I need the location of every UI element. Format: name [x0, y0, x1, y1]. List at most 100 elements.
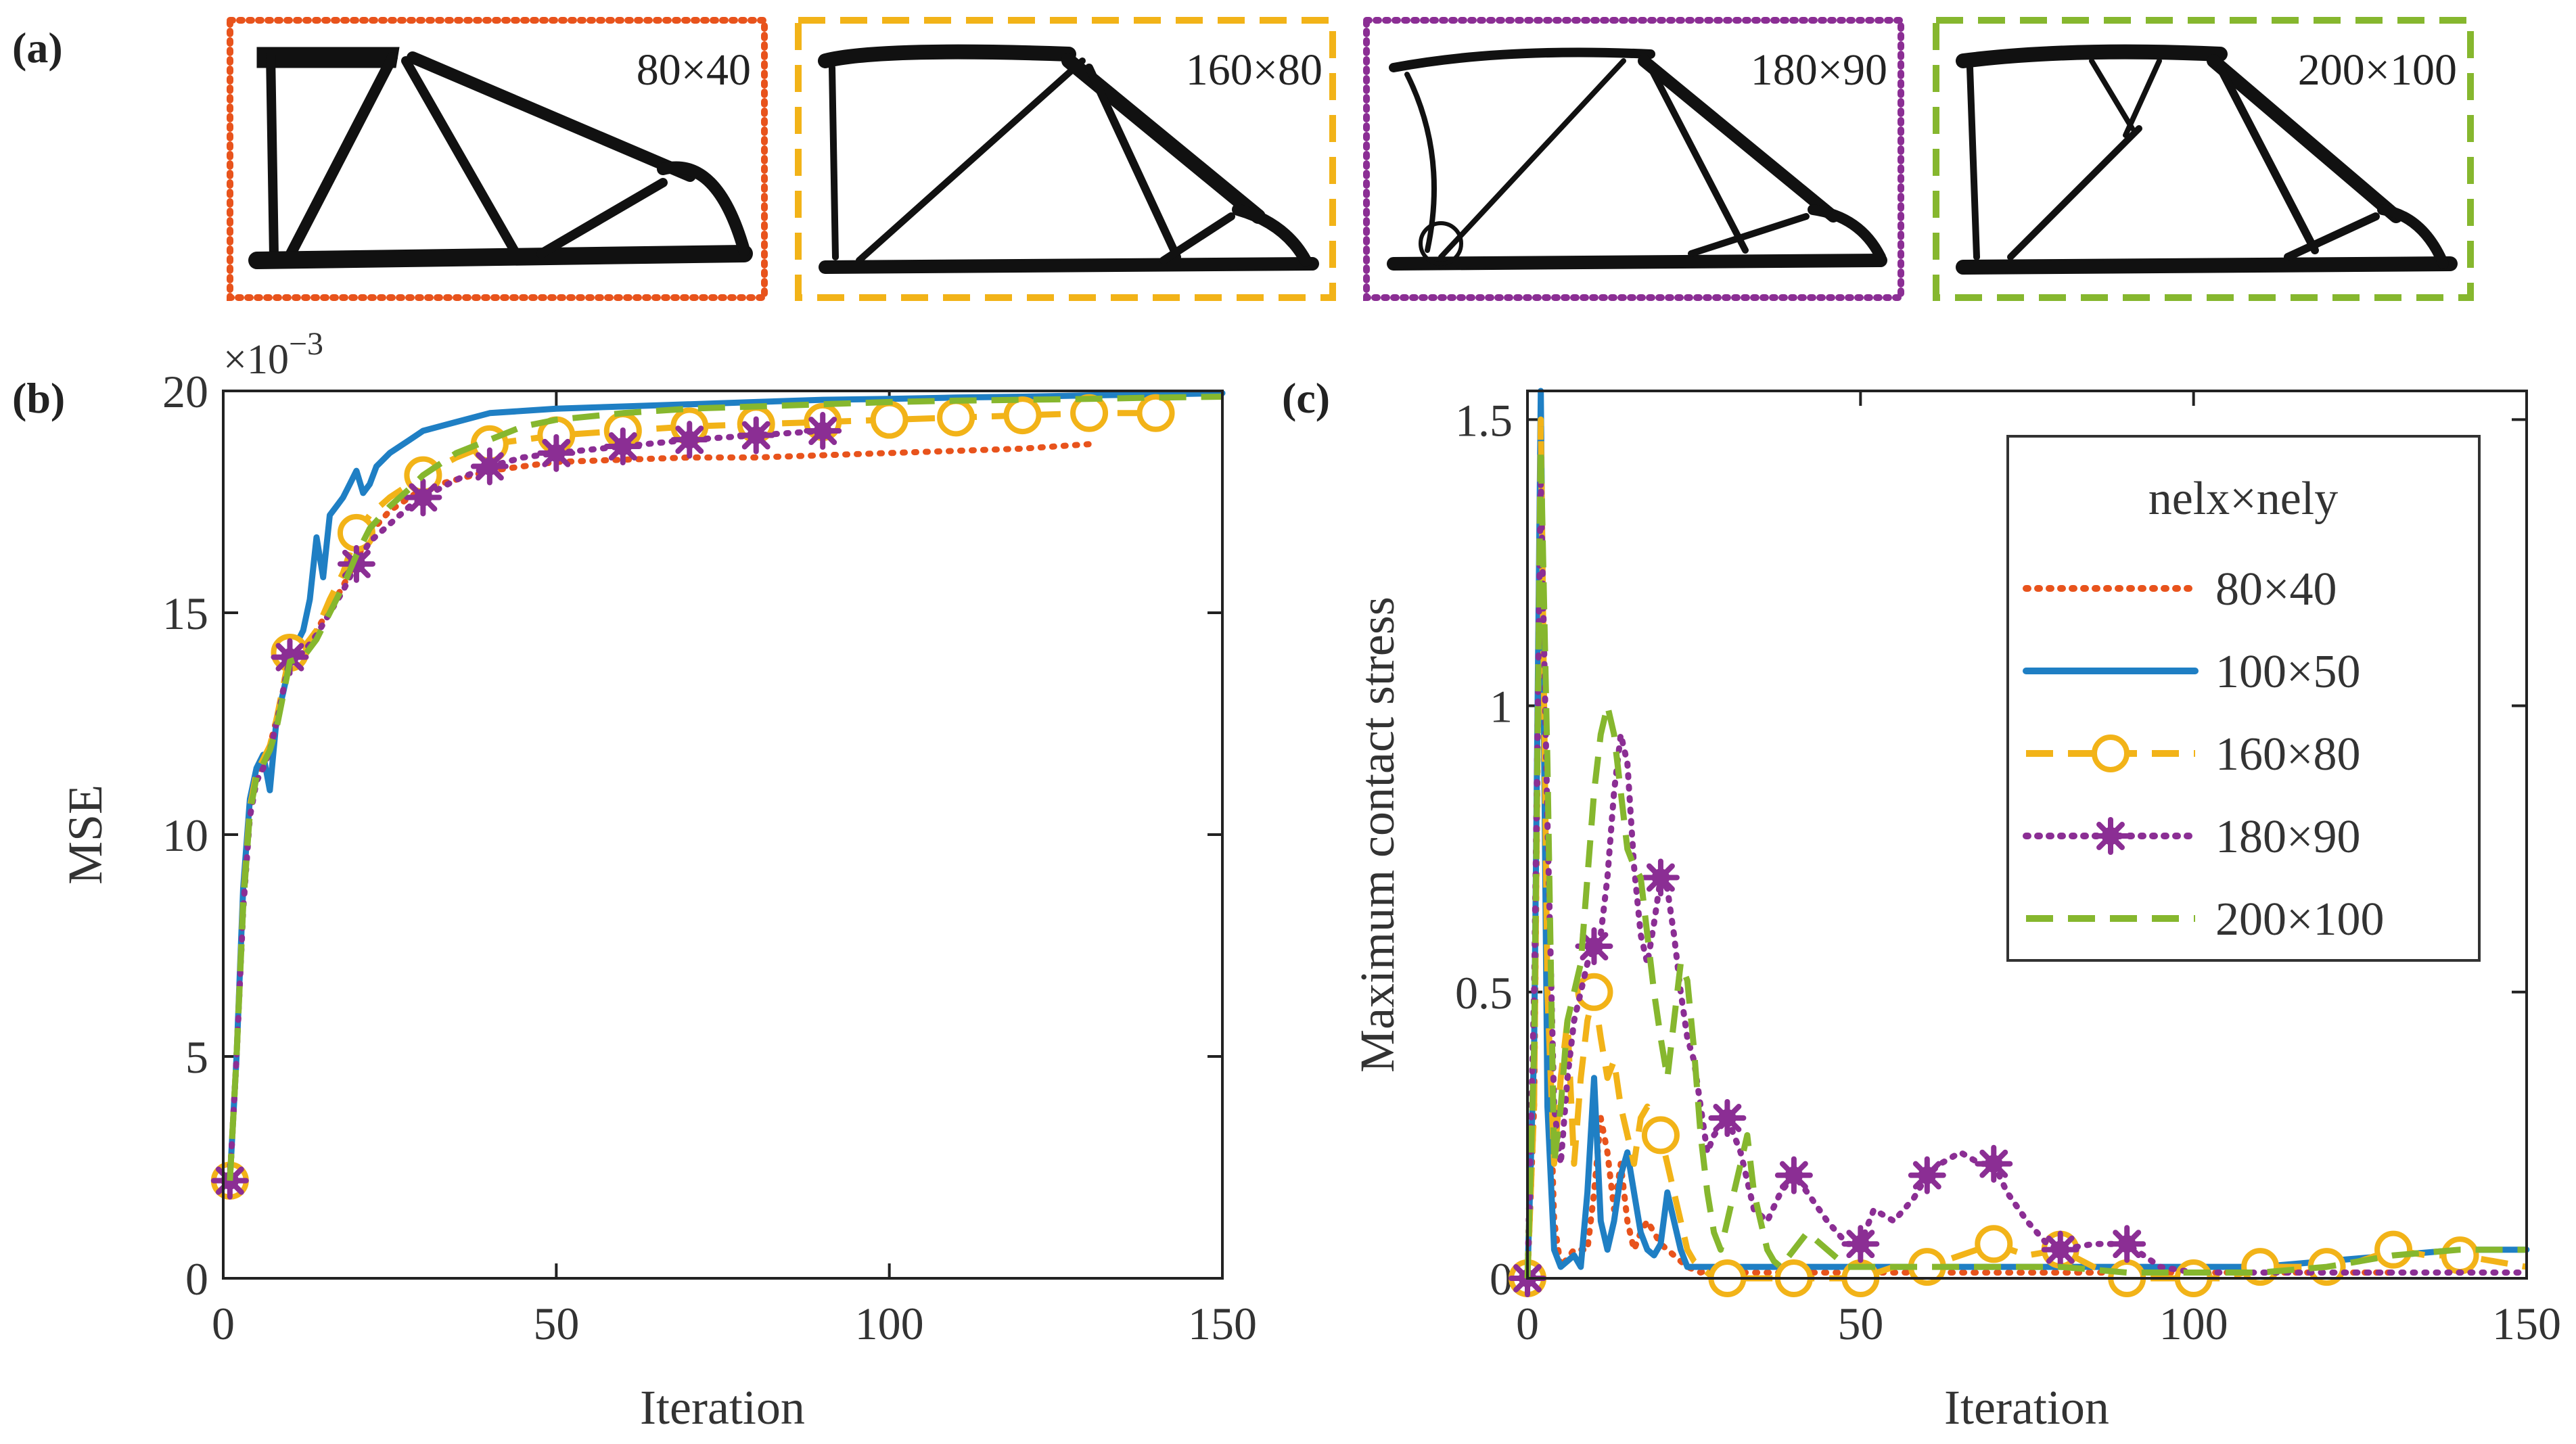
topology-160x80: 160×80 [795, 17, 1336, 301]
c-ytick-label: 1 [1490, 681, 1513, 732]
b-marker-180x90-core [480, 457, 499, 475]
c-marker-180x90 [1908, 1156, 1946, 1194]
b-ytick-label: 15 [162, 588, 208, 639]
chart-b-exponent: ×10−3 [223, 326, 323, 383]
legend-label-160x80: 160×80 [2215, 728, 2360, 781]
b-ytick-label: 20 [162, 366, 208, 417]
c-marker-180x90 [1641, 858, 1680, 897]
legend-entries: 80×40 100×50 160×80 180×90 200×100 [2023, 563, 2384, 946]
c-marker-180x90-core [1718, 1109, 1736, 1127]
b-marker-180x90-core [681, 430, 699, 449]
panel-label-a: (a) [12, 24, 63, 72]
b-ytick-label: 5 [185, 1031, 208, 1083]
c-series-100x50 [1524, 388, 2530, 1282]
chart-b-exponent-base: ×10 [223, 337, 289, 383]
chart-b-plot [210, 390, 1226, 1200]
legend-label-80x40: 80×40 [2215, 563, 2337, 615]
c-marker-180x90-core [1585, 937, 1603, 956]
b-marker-160x80 [937, 398, 975, 437]
topology-200x100: 200×100 [1933, 17, 2474, 301]
topology-structure-200x100 [1956, 44, 2458, 275]
panel-label-c: (c) [1282, 374, 1330, 422]
c-series-200x100 [1524, 445, 2527, 1279]
chart-b-axes-box [222, 390, 1224, 1280]
c-marker-180x90-core [1651, 868, 1670, 887]
c-marker-180x90-core [2118, 1235, 2136, 1253]
b-ytick-label: 10 [162, 810, 208, 861]
c-ytick-label: 0.5 [1455, 967, 1513, 1019]
legend-box [2006, 435, 2481, 962]
b-xtick-label: 50 [533, 1298, 579, 1349]
legend-title: nelx×nely [2148, 473, 2339, 525]
legend-marker-180x90-core [2101, 826, 2120, 845]
topology-label-200x100: 200×100 [2298, 45, 2457, 95]
b-marker-180x90-core [614, 437, 632, 456]
c-marker-160x80 [2441, 1236, 2479, 1275]
topology-80x40: 80×40 [227, 17, 768, 301]
chart-b-xlabel: Iteration [640, 1380, 805, 1435]
topology-label-160x80: 160×80 [1186, 45, 1322, 95]
b-marker-180x90-core [547, 444, 566, 463]
chart-c-xlabel: Iteration [1944, 1380, 2109, 1435]
b-ytick-label: 0 [185, 1253, 208, 1305]
c-marker-180x90-core [1985, 1155, 2003, 1173]
c-ytick-label: 1.5 [1455, 394, 1513, 446]
c-marker-180x90-core [2051, 1240, 2069, 1259]
c-marker-160x80 [2374, 1230, 2413, 1269]
legend-marker-180x90 [2092, 817, 2130, 855]
panel-label-b: (b) [12, 374, 65, 422]
c-marker-180x90-core [1918, 1166, 1936, 1184]
c-marker-180x90 [1975, 1144, 2013, 1183]
b-xtick-label: 0 [212, 1298, 235, 1349]
chart-b: 0 50 100 150 0 5 10 15 20 ×10−3 Iteration MSE [58, 326, 1257, 1435]
legend-label-200x100: 200×100 [2215, 893, 2384, 946]
topology-label-80x40: 80×40 [637, 45, 751, 95]
b-marker-160x80 [1136, 394, 1175, 432]
c-marker-180x90 [1708, 1098, 1747, 1137]
b-marker-180x90 [603, 427, 642, 465]
topology-frame-200x100 [1933, 17, 2474, 301]
b-series-100x50 [227, 390, 1226, 1184]
topology-structure-80x40 [248, 47, 753, 269]
c-xtick-label: 100 [2159, 1298, 2228, 1349]
legend-marker-160x80 [2092, 735, 2130, 772]
c-marker-180x90 [1774, 1156, 1813, 1194]
b-marker-160x80 [870, 400, 908, 439]
b-marker-180x90 [804, 412, 842, 450]
legend-label-180x90: 180×90 [2215, 811, 2360, 863]
b-marker-180x90 [670, 421, 709, 459]
chart-c-ylabel: Maximum contact stress [1350, 597, 1404, 1073]
b-xtick-label: 150 [1188, 1298, 1257, 1349]
c-xtick-label: 150 [2492, 1298, 2561, 1349]
c-marker-180x90 [2108, 1225, 2146, 1263]
b-marker-180x90-core [814, 421, 832, 440]
c-marker-180x90 [1841, 1225, 1880, 1263]
c-marker-180x90 [2041, 1230, 2079, 1269]
b-marker-180x90-core [414, 488, 432, 507]
chart-b-grid-ticks: 0 50 100 150 0 5 10 15 20 [162, 366, 1257, 1349]
legend-label-100x50: 100×50 [2215, 646, 2360, 698]
c-marker-160x80 [1575, 973, 1613, 1011]
topology-structure-160x80 [818, 44, 1319, 274]
chart-c-legend: nelx×nely 80×40 100×50 160×80 180×90 200×100 [2006, 435, 2481, 962]
topology-label-180x90: 180×90 [1751, 45, 1887, 95]
c-xtick-label: 0 [1516, 1298, 1539, 1349]
b-marker-180x90 [470, 447, 509, 486]
c-marker-180x90-core [1785, 1166, 1803, 1184]
b-marker-180x90 [404, 478, 442, 517]
topology-frame-180x90 [1363, 17, 1904, 301]
b-series-200x100 [227, 394, 1223, 1181]
b-xtick-label: 100 [855, 1298, 924, 1349]
c-xtick-label: 50 [1837, 1298, 1883, 1349]
c-marker-160x80 [1975, 1225, 2013, 1263]
c-marker-160x80 [1641, 1116, 1680, 1155]
b-marker-180x90 [737, 416, 775, 455]
b-marker-180x90 [537, 434, 576, 472]
chart-b-exponent-power: −3 [289, 326, 323, 362]
b-marker-180x90-core [747, 426, 765, 444]
topology-180x90: 180×90 [1363, 17, 1904, 301]
topology-structure-180x90 [1387, 47, 1887, 271]
